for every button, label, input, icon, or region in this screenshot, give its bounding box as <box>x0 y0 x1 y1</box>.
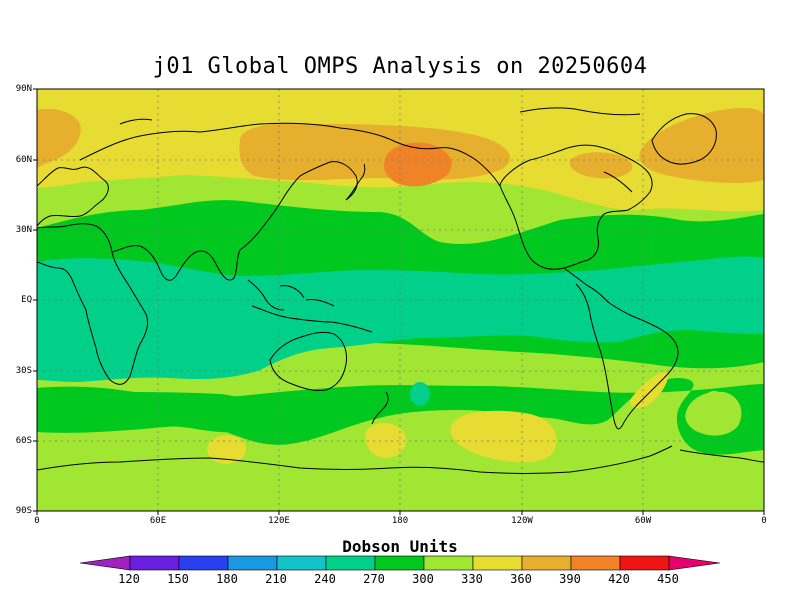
x-axis-label: 120W <box>511 516 533 526</box>
ozone-band-390-420-europe <box>37 108 81 168</box>
colorbar-swatch <box>374 555 425 571</box>
ozone-blob-270-300-africa <box>48 298 72 322</box>
colorbar-tick-label: 240 <box>314 572 336 586</box>
colorbar-tick-label: 450 <box>657 572 679 586</box>
graticule <box>37 89 764 511</box>
x-axis-label: 180 <box>391 516 409 526</box>
colorbar-tick-label: 420 <box>608 572 630 586</box>
colorbar-tick-label: 270 <box>363 572 385 586</box>
colorbar-swatch <box>129 555 180 571</box>
y-axis-label: 30S <box>15 366 32 376</box>
colorbar-title: Dobson Units <box>342 537 458 556</box>
colorbar-tick-label: 390 <box>559 572 581 586</box>
x-axis-label: 60W <box>634 516 652 526</box>
y-axis-label: 60S <box>15 436 32 446</box>
coastlines <box>37 107 764 474</box>
x-axis-label: 0 <box>761 516 767 526</box>
colorbar-swatch <box>227 555 278 571</box>
ozone-patch-360-390-pacific <box>450 410 557 463</box>
colorbar-swatch <box>79 555 131 571</box>
ozone-band-330-360-s-atlantic <box>685 391 742 436</box>
colorbar-swatch <box>472 555 523 571</box>
ozone-band-270-300-tropics <box>37 256 764 382</box>
colorbar-tick-label: 300 <box>412 572 434 586</box>
ozone-patch-360-390-indian <box>207 435 247 464</box>
colorbar-swatch <box>178 555 229 571</box>
y-axis-label: 90S <box>15 506 32 516</box>
ozone-band-390-420-canada <box>569 152 633 179</box>
x-axis-label: 0 <box>34 516 40 526</box>
colorbar-tick-label: 360 <box>510 572 532 586</box>
colorbar-swatch <box>325 555 376 571</box>
ozone-blob-270-300-nz <box>410 382 430 406</box>
ozone-band-300-330-south-tongue <box>90 392 254 433</box>
colorbar-tick-label: 120 <box>118 572 140 586</box>
map-title: j01 Global OMPS Analysis on 20250604 <box>152 54 648 79</box>
colorbar-swatch <box>423 555 474 571</box>
colorbar-tick-label: 180 <box>216 572 238 586</box>
colorbar-swatch <box>570 555 621 571</box>
y-axis-label: 30N <box>15 225 32 235</box>
y-axis-label: EQ <box>21 295 32 305</box>
colorbar-swatch <box>668 555 721 571</box>
x-axis-label: 120E <box>268 516 290 526</box>
ozone-patch-360-390-patagonia <box>630 372 668 409</box>
colorbar-swatch <box>521 555 572 571</box>
colorbar-swatch <box>276 555 327 571</box>
y-axis-label: 60N <box>15 155 32 165</box>
colorbar-tick-label: 210 <box>265 572 287 586</box>
colorbar <box>79 555 721 571</box>
y-axis-label: 90N <box>15 84 32 94</box>
x-axis-label: 60E <box>149 516 167 526</box>
colorbar-tick-label: 330 <box>461 572 483 586</box>
colorbar-swatch <box>619 555 670 571</box>
ozone-band-390-420-pole-west <box>639 108 764 183</box>
ozone-band-420-450 <box>384 142 452 187</box>
colorbar-tick-label: 150 <box>167 572 189 586</box>
